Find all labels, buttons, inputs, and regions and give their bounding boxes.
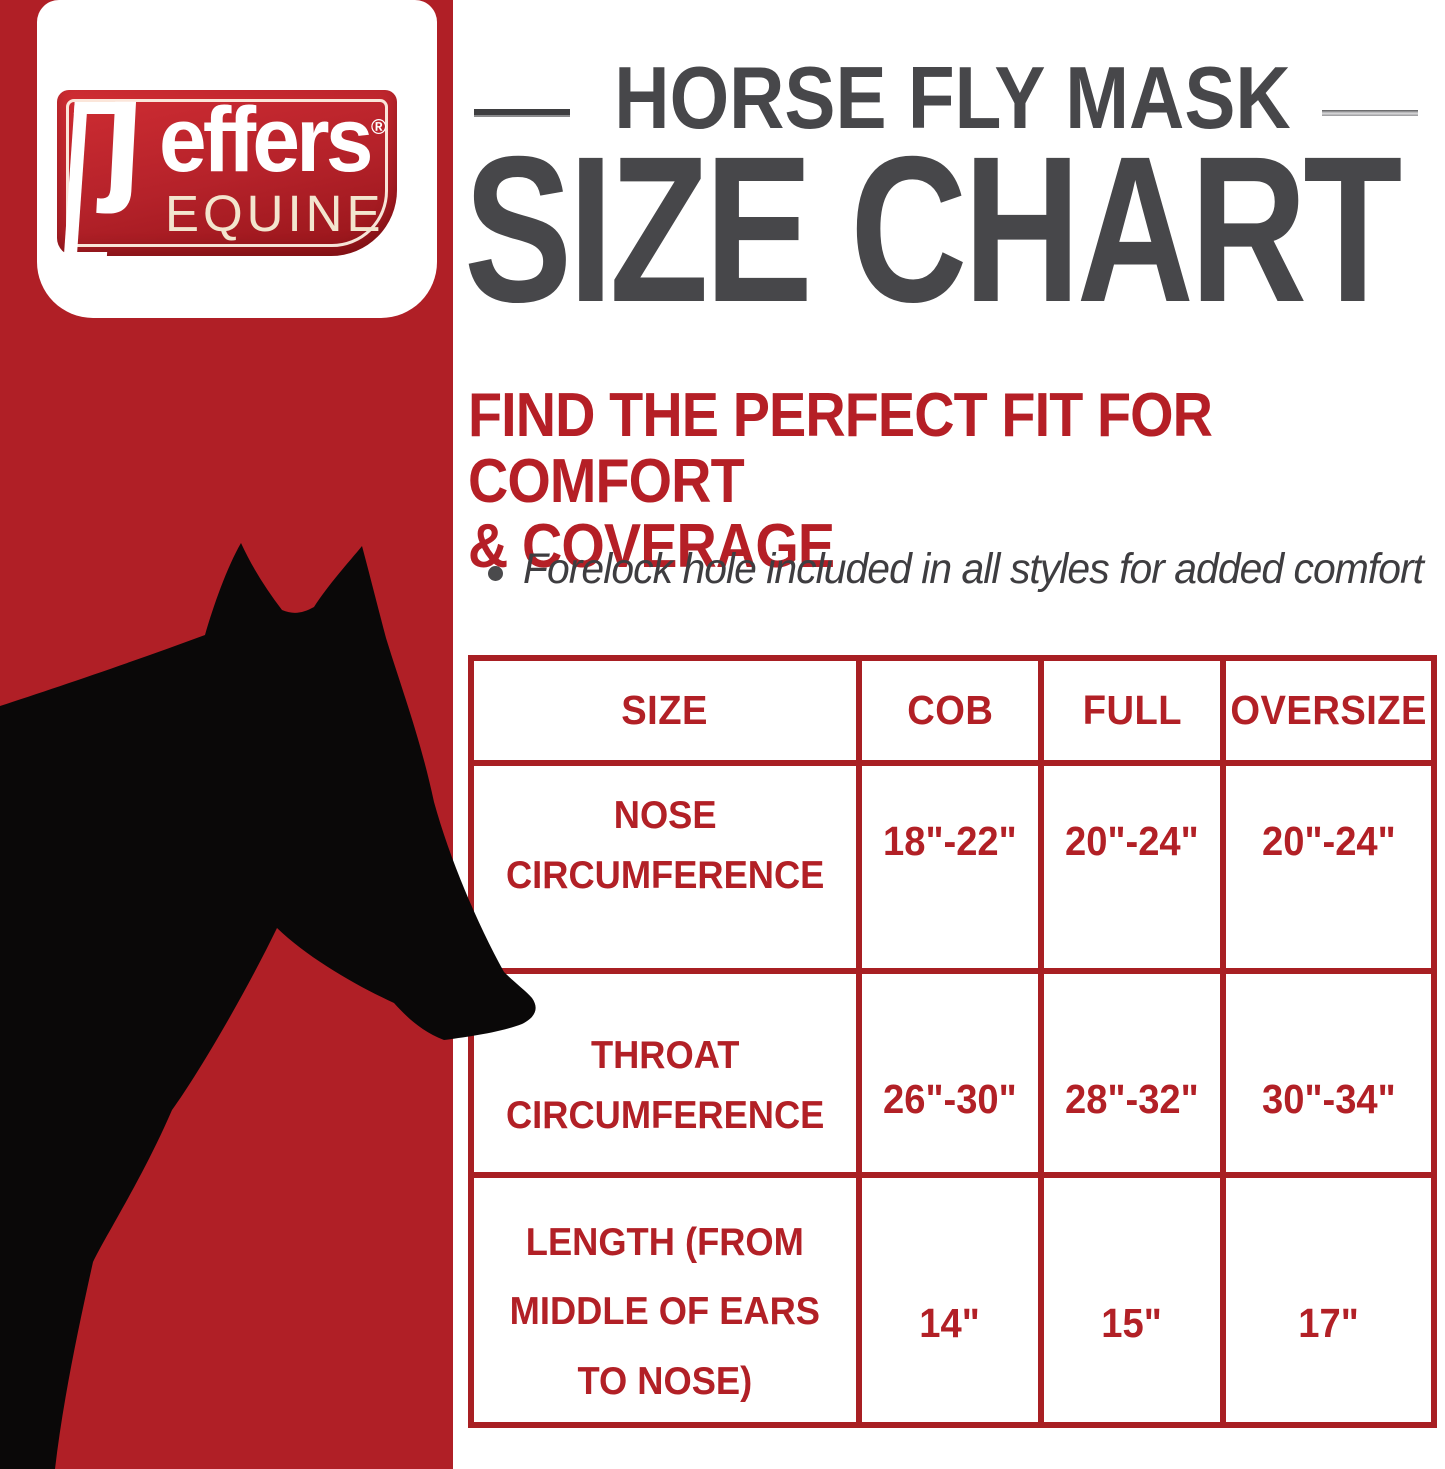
registered-trademark-icon: ®	[371, 116, 387, 139]
size-table: SIZE COB FULL OVERSIZE NOSE CIRCUMFERENC…	[468, 655, 1437, 1428]
row-label-nose-text: NOSE CIRCUMFERENCE	[505, 794, 825, 898]
cell-nose-full-value: 20"-24"	[1065, 818, 1199, 864]
col-header-size: SIZE	[474, 661, 856, 760]
cell-length-full: 15"	[1044, 1178, 1220, 1422]
logo-letter-j: j	[98, 45, 150, 215]
row-label-throat-text: THROAT CIRCUMFERENCE	[505, 1034, 825, 1138]
cell-throat-full-value: 28"-32"	[1065, 1076, 1199, 1122]
page-title: SIZE CHART	[464, 114, 1402, 346]
kicker-title: HORSE FLY MASK	[614, 48, 1291, 147]
cell-throat-oversize: 30"-34"	[1226, 974, 1431, 1172]
logo-outline	[66, 99, 388, 247]
col-header-size-label: SIZE	[621, 687, 709, 733]
fit-heading: FIND THE PERFECT FIT FOR COMFORT & COVER…	[468, 381, 1213, 582]
cell-nose-full: 20"-24"	[1044, 766, 1220, 968]
row-label-nose: NOSE CIRCUMFERENCE	[474, 766, 856, 968]
logo-wordmark: effers	[159, 89, 373, 191]
logo-equine-label: EQUINE	[165, 185, 385, 242]
col-header-full: FULL	[1044, 661, 1220, 760]
cell-throat-full: 28"-32"	[1044, 974, 1220, 1172]
title-dash-right	[1322, 110, 1418, 116]
cell-nose-oversize: 20"-24"	[1226, 766, 1431, 968]
row-label-throat: THROAT CIRCUMFERENCE	[474, 974, 856, 1172]
brand-card: j effers ® EQUINE	[37, 0, 437, 318]
jeffers-logo: j effers ® EQUINE	[57, 45, 397, 264]
row-label-length: LENGTH (FROM MIDDLE OF EARS TO NOSE)	[474, 1178, 856, 1422]
title-dash-left	[474, 109, 570, 115]
bullet-icon	[488, 566, 503, 581]
cell-throat-cob-value: 26"-30"	[883, 1076, 1017, 1122]
col-header-oversize-label: OVERSIZE	[1230, 687, 1427, 733]
cell-length-oversize: 17"	[1226, 1178, 1431, 1422]
col-header-full-label: FULL	[1082, 687, 1182, 733]
col-header-oversize: OVERSIZE	[1226, 661, 1431, 760]
cell-length-cob-value: 14"	[919, 1300, 981, 1346]
cell-length-cob: 14"	[862, 1178, 1038, 1422]
row-label-length-text: LENGTH (FROM MIDDLE OF EARS TO NOSE)	[509, 1221, 821, 1403]
cell-length-full-value: 15"	[1101, 1300, 1163, 1346]
col-header-cob-label: COB	[906, 687, 994, 733]
cell-throat-oversize-value: 30"-34"	[1261, 1076, 1396, 1122]
cell-nose-cob: 18"-22"	[862, 766, 1038, 968]
cell-nose-oversize-value: 20"-24"	[1261, 818, 1396, 864]
col-header-cob: COB	[862, 661, 1038, 760]
cell-length-oversize-value: 17"	[1298, 1300, 1359, 1346]
bullet-text: Forelock hole included in all styles for…	[523, 545, 1424, 593]
cell-throat-cob: 26"-30"	[862, 974, 1038, 1172]
cell-nose-cob-value: 18"-22"	[883, 818, 1017, 864]
